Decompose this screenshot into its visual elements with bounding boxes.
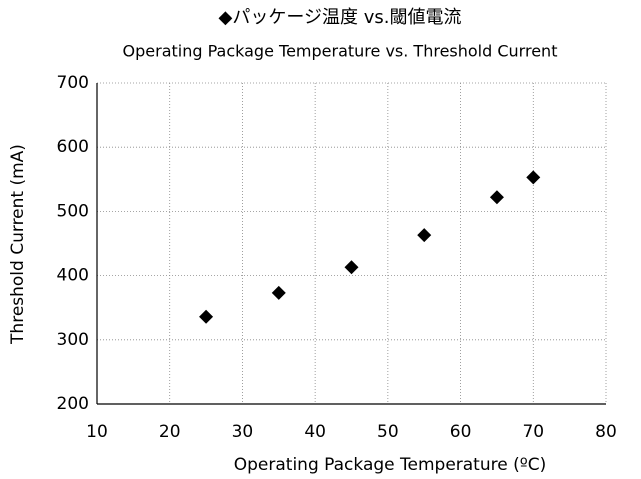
x-axis-label: Operating Package Temperature (ºC) (234, 455, 547, 475)
data-point (271, 285, 286, 300)
x-tick-label: 10 (86, 422, 108, 442)
x-tick-label: 50 (377, 422, 399, 442)
x-tick-label: 40 (304, 422, 326, 442)
y-tick-label: 200 (57, 394, 89, 414)
data-point (344, 260, 359, 275)
y-axis-label: Threshold Current (mA) (8, 144, 28, 345)
y-tick-label: 400 (57, 266, 89, 286)
y-tick-label: 500 (57, 201, 89, 221)
x-tick-label: 70 (522, 422, 544, 442)
data-point (199, 309, 214, 324)
data-point (526, 170, 541, 185)
y-tick-label: 700 (57, 73, 89, 93)
chart-title: ◆パッケージ温度 vs.閾値電流 (219, 7, 462, 28)
data-point (417, 228, 432, 243)
y-tick-label: 600 (57, 137, 89, 157)
x-tick-label: 60 (450, 422, 472, 442)
data-point (489, 190, 504, 205)
y-tick-label: 300 (57, 330, 89, 350)
chart-subtitle: Operating Package Temperature vs. Thresh… (123, 42, 558, 61)
x-tick-label: 80 (595, 422, 617, 442)
x-tick-label: 20 (159, 422, 181, 442)
x-tick-label: 30 (232, 422, 254, 442)
